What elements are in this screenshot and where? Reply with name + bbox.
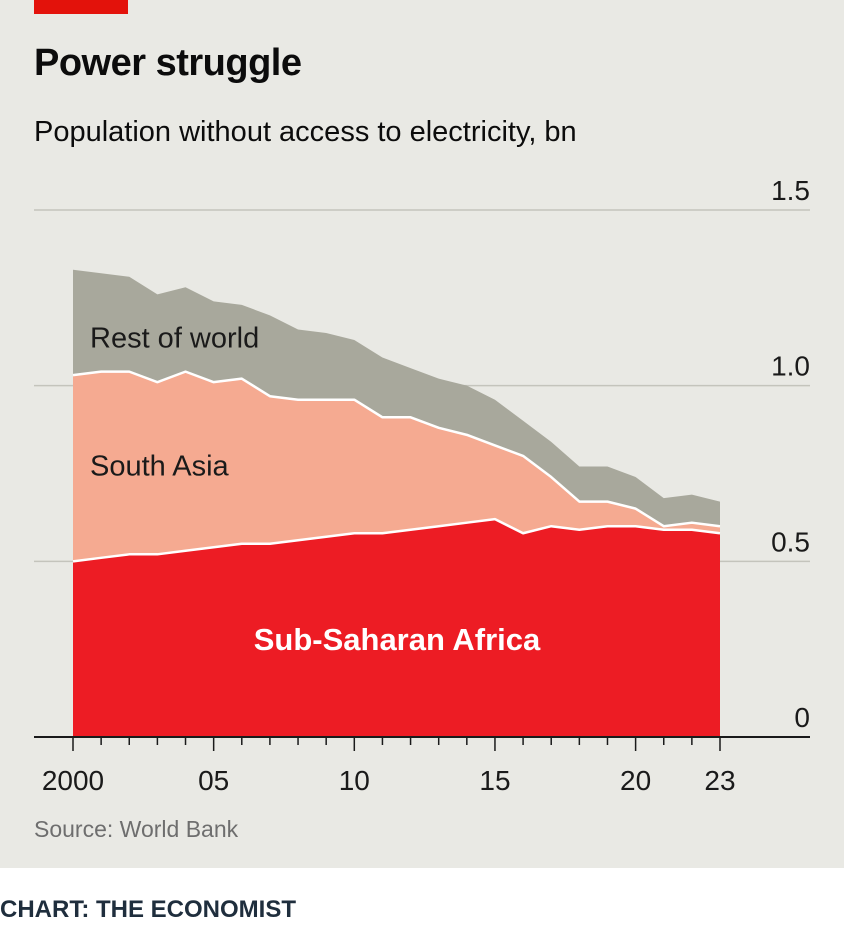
y-tick-label: 1.5 xyxy=(771,175,810,206)
area-chart: Sub-Saharan Africa South Asia Rest of worl… xyxy=(34,175,810,796)
area-series-south-asia xyxy=(73,371,720,562)
x-tick-label: 10 xyxy=(339,765,370,796)
x-tick-label: 20 xyxy=(620,765,651,796)
x-tick-label: 15 xyxy=(479,765,510,796)
series-label: Sub-Saharan Africa xyxy=(254,622,541,657)
source-note: Source: World Bank xyxy=(34,816,239,842)
chart-credit: CHART: THE ECONOMIST xyxy=(0,896,296,923)
x-tick-label: 2000 xyxy=(42,765,104,796)
chart-title: Power struggle xyxy=(34,42,302,84)
y-tick-label: 0 xyxy=(794,702,810,733)
series-boundary-line xyxy=(72,517,721,563)
series-label: South Asia xyxy=(90,451,230,483)
x-tick-label: 23 xyxy=(704,765,735,796)
chart-subtitle: Population without access to electricity… xyxy=(34,116,577,148)
y-tick-label: 1.0 xyxy=(771,351,810,382)
series-boundary-line xyxy=(72,370,721,528)
x-tick-label: 05 xyxy=(198,765,229,796)
series-label: Rest of world xyxy=(90,323,259,355)
area-series-sub-saharan-africa xyxy=(73,519,720,737)
brand-red-tag xyxy=(34,0,128,14)
y-tick-label: 0.5 xyxy=(771,526,810,557)
area-series-rest-of-world xyxy=(73,269,720,527)
